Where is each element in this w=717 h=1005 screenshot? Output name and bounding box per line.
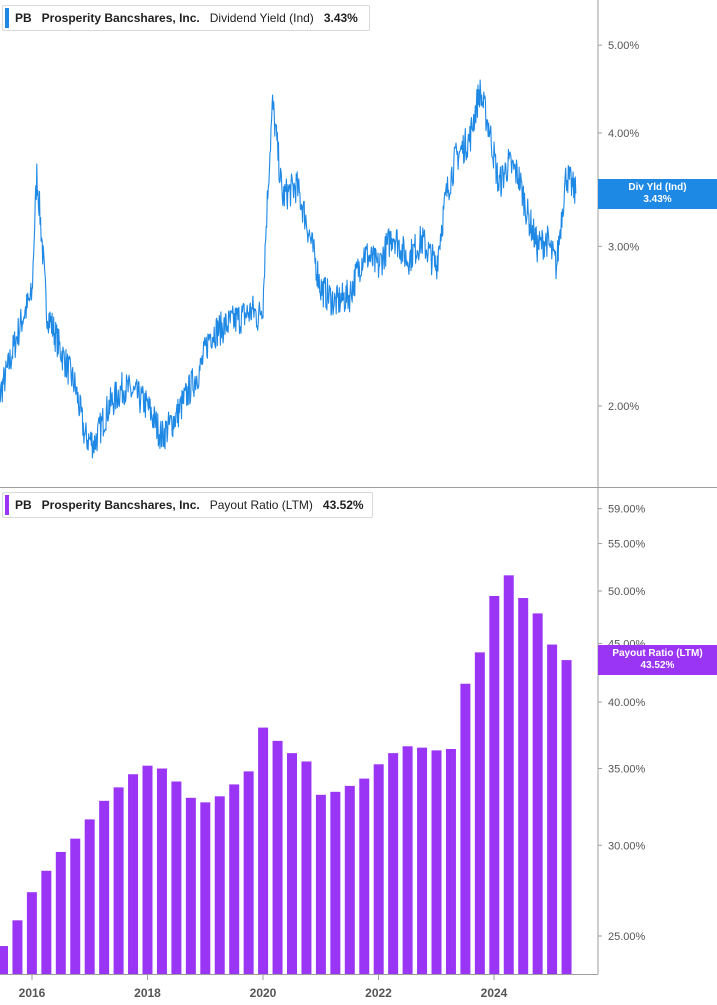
payout-bar bbox=[171, 781, 182, 974]
payout-y-tick-label: 59.00% bbox=[608, 504, 646, 516]
payout-bar bbox=[474, 652, 485, 974]
payout-bar bbox=[503, 575, 514, 974]
payout-bar bbox=[26, 892, 37, 974]
payout-bar bbox=[84, 819, 95, 974]
yield-legend-value: 3.43% bbox=[323, 11, 358, 25]
yield-legend-company: Prosperity Bancshares, Inc. bbox=[41, 11, 200, 25]
payout-bar bbox=[142, 765, 153, 974]
payout-legend-company: Prosperity Bancshares, Inc. bbox=[41, 498, 200, 512]
yield-legend-ticker: PB bbox=[15, 11, 32, 25]
yield-value-tag: Div Yld (Ind) 3.43% bbox=[598, 179, 717, 209]
payout-bar bbox=[489, 596, 500, 974]
payout-bar bbox=[128, 774, 139, 974]
yield-legend-swatch bbox=[5, 8, 9, 28]
payout-bar bbox=[431, 750, 442, 974]
x-tick-label: 2020 bbox=[250, 986, 277, 1000]
payout-value-tag: Payout Ratio (LTM) 43.52% bbox=[598, 645, 717, 675]
payout-bar bbox=[518, 598, 529, 974]
payout-legend: PB Prosperity Bancshares, Inc. Payout Ra… bbox=[2, 492, 373, 518]
payout-y-tick-label: 30.00% bbox=[608, 840, 646, 852]
payout-bar bbox=[258, 727, 269, 974]
payout-legend-value: 43.52% bbox=[322, 498, 364, 512]
payout-bar bbox=[200, 802, 211, 974]
payout-bar bbox=[243, 771, 254, 974]
payout-bar bbox=[445, 749, 456, 974]
payout-panel: 59.00%55.00%50.00%45.00%40.00%35.00%30.0… bbox=[0, 504, 646, 974]
payout-bar bbox=[287, 753, 297, 974]
payout-bar bbox=[532, 613, 543, 974]
yield-legend: PB Prosperity Bancshares, Inc. Dividend … bbox=[2, 5, 370, 31]
payout-bar bbox=[41, 870, 52, 974]
yield-series-line bbox=[0, 79, 577, 459]
payout-bar bbox=[344, 785, 355, 974]
payout-legend-metric: Payout Ratio (LTM) bbox=[209, 498, 313, 512]
payout-bar bbox=[156, 768, 167, 974]
yield-y-tick-label: 5.00% bbox=[608, 40, 639, 52]
payout-bar bbox=[70, 838, 81, 974]
payout-bar bbox=[0, 946, 8, 974]
payout-bar bbox=[229, 784, 240, 974]
payout-y-tick-label: 40.00% bbox=[608, 697, 646, 709]
payout-bar bbox=[214, 796, 225, 974]
yield-y-tick-label: 3.00% bbox=[608, 241, 639, 253]
payout-bar bbox=[417, 747, 428, 974]
payout-bar bbox=[99, 800, 110, 974]
payout-bar bbox=[330, 791, 341, 974]
payout-tag-value: 43.52% bbox=[640, 660, 675, 671]
payout-bar bbox=[301, 761, 312, 974]
payout-bar bbox=[388, 753, 399, 974]
x-tick-label: 2024 bbox=[481, 986, 508, 1000]
payout-y-tick-label: 50.00% bbox=[608, 586, 646, 598]
payout-tag-label: Payout Ratio (LTM) bbox=[612, 648, 703, 659]
payout-bar bbox=[547, 644, 558, 974]
yield-y-tick-label: 4.00% bbox=[608, 128, 639, 140]
payout-bar bbox=[460, 683, 471, 974]
yield-y-tick-label: 2.00% bbox=[608, 401, 639, 413]
payout-bar bbox=[373, 764, 384, 974]
payout-bar bbox=[12, 920, 23, 974]
payout-legend-ticker: PB bbox=[15, 498, 32, 512]
payout-legend-swatch bbox=[5, 495, 9, 515]
x-axis: 2016 2018 2020 2022 2024 bbox=[19, 975, 508, 1000]
payout-y-tick-label: 35.00% bbox=[608, 764, 646, 776]
payout-bar bbox=[315, 794, 326, 974]
x-tick-label: 2018 bbox=[134, 986, 161, 1000]
yield-legend-metric: Dividend Yield (Ind) bbox=[209, 11, 314, 25]
payout-bar bbox=[359, 778, 370, 974]
yield-tag-label: Div Yld (Ind) bbox=[628, 182, 687, 193]
payout-bar bbox=[402, 746, 413, 974]
payout-bar bbox=[272, 740, 283, 974]
payout-bar bbox=[55, 851, 66, 974]
payout-y-tick-label: 25.00% bbox=[608, 931, 646, 943]
payout-bar bbox=[185, 797, 196, 974]
yield-panel: 5.00% 4.00% 3.00% 2.00% bbox=[0, 40, 639, 459]
x-tick-label: 2022 bbox=[365, 986, 392, 1000]
yield-tag-value: 3.43% bbox=[643, 194, 672, 205]
payout-bar bbox=[113, 787, 124, 974]
payout-bar bbox=[561, 660, 572, 974]
payout-y-tick-label: 55.00% bbox=[608, 539, 646, 551]
x-tick-label: 2016 bbox=[19, 986, 46, 1000]
